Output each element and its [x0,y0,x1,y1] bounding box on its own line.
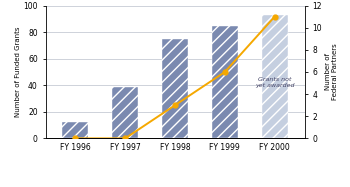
Text: Grants not
yet awarded: Grants not yet awarded [255,77,294,88]
Bar [112,87,138,138]
Y-axis label: Number of Funded Grants: Number of Funded Grants [15,27,21,117]
Bar [212,26,238,138]
Bar [262,15,288,138]
Bar [162,39,188,138]
Y-axis label: Number of
Federal Partners: Number of Federal Partners [324,44,337,100]
Bar [62,122,88,138]
